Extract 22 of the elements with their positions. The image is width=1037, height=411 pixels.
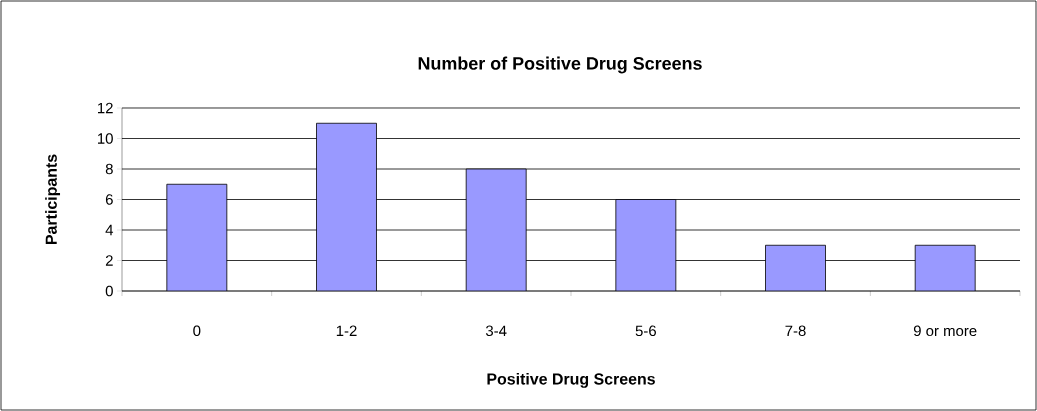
- bar: [615, 199, 677, 291]
- x-tick-label: 5-6: [635, 325, 656, 337]
- y-tick-label: 10: [98, 133, 113, 144]
- chart-title: Number of Positive Drug Screens: [418, 56, 702, 74]
- bar: [166, 183, 228, 291]
- x-tick-label: 3-4: [485, 325, 507, 337]
- bar: [914, 244, 976, 291]
- y-tick-label: 6: [105, 194, 113, 205]
- x-axis-title: Positive Drug Screens: [487, 372, 655, 388]
- y-tick-label: 4: [105, 224, 114, 236]
- x-tick-label: 1-2: [336, 325, 357, 336]
- y-axis-title: Participants: [45, 154, 61, 245]
- x-tick-label: 7-8: [785, 325, 806, 337]
- x-tick-label: 0: [193, 325, 201, 337]
- y-tick-label: 2: [105, 255, 113, 266]
- bar: [765, 244, 826, 291]
- y-tick-label: 0: [105, 285, 113, 297]
- x-tick-label: 9 or more: [913, 325, 977, 337]
- y-tick-label: 12: [98, 102, 113, 114]
- bar: [316, 122, 377, 291]
- bar: [465, 168, 527, 291]
- y-tick-label: 8: [105, 163, 113, 175]
